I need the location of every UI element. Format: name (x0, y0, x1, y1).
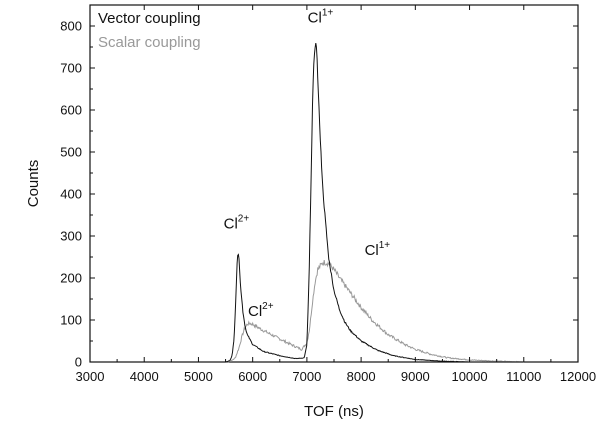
y-tick-label: 200 (60, 271, 82, 286)
legend: Vector coupling Scalar coupling (98, 10, 201, 51)
y-tick-label: 700 (60, 61, 82, 76)
y-tick-label: 400 (60, 187, 82, 202)
axis-ticks: 3000 4000 5000 6000 7000 8000 9000 10000 11000 12… (60, 5, 596, 384)
legend-entry: Scalar coupling (98, 34, 201, 51)
peak-label: Cl1+ (365, 240, 391, 259)
peak-label: Cl2+ (248, 301, 274, 320)
x-tick-label: 7000 (292, 369, 321, 384)
legend-entry: Vector coupling (98, 10, 201, 27)
x-tick-label: 8000 (347, 369, 376, 384)
series-layer (90, 43, 578, 363)
x-tick-label: 3000 (76, 369, 105, 384)
peak-label: Cl2+ (224, 213, 250, 232)
peak-label: Cl1+ (308, 8, 334, 27)
y-tick-label: 800 (60, 19, 82, 34)
x-axis-title: TOF (ns) (304, 403, 364, 420)
series-line-vector-coupling (90, 43, 578, 363)
y-tick-label: 0 (75, 355, 82, 370)
y-tick-label: 500 (60, 145, 82, 160)
series-line-scalar-coupling (90, 260, 578, 363)
x-tick-label: 11000 (506, 369, 541, 384)
x-tick-label: 10000 (451, 369, 487, 384)
x-tick-label: 9000 (401, 369, 430, 384)
y-tick-label: 600 (60, 103, 82, 118)
y-tick-label: 300 (60, 229, 82, 244)
plot-frame (89, 4, 579, 363)
y-tick-label: 100 (60, 313, 82, 328)
x-tick-label: 4000 (130, 369, 159, 384)
x-tick-label: 12000 (560, 369, 596, 384)
y-axis-title: Counts (25, 160, 42, 208)
plot-border (89, 4, 579, 363)
x-tick-label: 6000 (238, 369, 267, 384)
peak-annotations: Cl1+ Cl2+ Cl2+ Cl1+ (224, 8, 391, 320)
x-tick-label: 5000 (184, 369, 213, 384)
